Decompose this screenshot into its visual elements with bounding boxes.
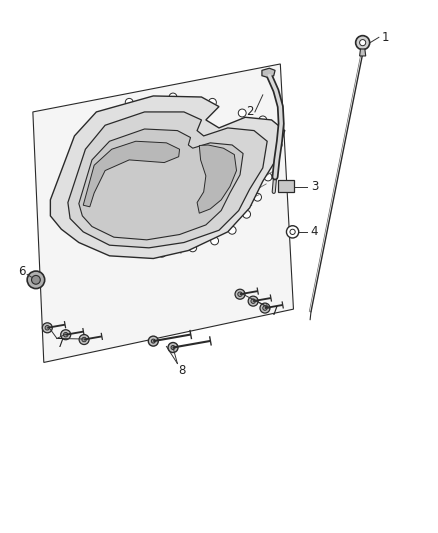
Circle shape [79, 157, 87, 165]
Text: 8: 8 [178, 364, 185, 377]
Circle shape [130, 189, 137, 197]
Text: 3: 3 [311, 180, 318, 193]
Circle shape [356, 36, 370, 50]
Circle shape [151, 339, 155, 343]
Polygon shape [83, 141, 180, 207]
Circle shape [274, 141, 282, 149]
Circle shape [65, 221, 73, 229]
Circle shape [243, 211, 251, 218]
Circle shape [171, 345, 175, 350]
Text: 4: 4 [311, 225, 318, 238]
Circle shape [286, 225, 299, 238]
Polygon shape [79, 129, 243, 240]
Circle shape [64, 333, 68, 337]
Circle shape [76, 232, 84, 239]
Circle shape [360, 39, 366, 46]
Circle shape [238, 292, 242, 296]
Text: 2: 2 [246, 106, 254, 118]
Circle shape [169, 93, 177, 101]
Circle shape [125, 99, 133, 106]
Circle shape [189, 244, 197, 252]
Circle shape [251, 299, 255, 303]
Text: 7: 7 [271, 305, 279, 318]
Circle shape [254, 193, 261, 201]
Polygon shape [68, 112, 267, 248]
Circle shape [284, 183, 290, 189]
Circle shape [42, 323, 52, 333]
Circle shape [61, 330, 71, 340]
Circle shape [235, 289, 245, 299]
Circle shape [270, 157, 278, 165]
Text: 5: 5 [128, 130, 135, 142]
Circle shape [263, 306, 267, 310]
Circle shape [61, 207, 69, 214]
Polygon shape [197, 145, 237, 213]
Circle shape [32, 276, 40, 284]
Circle shape [211, 237, 219, 245]
Circle shape [290, 229, 295, 235]
Circle shape [208, 99, 216, 106]
Circle shape [95, 241, 102, 249]
Polygon shape [360, 49, 366, 56]
Circle shape [27, 271, 45, 288]
Circle shape [248, 296, 258, 306]
Polygon shape [50, 96, 285, 259]
Circle shape [260, 303, 270, 313]
Circle shape [158, 249, 166, 257]
Circle shape [126, 185, 141, 201]
Circle shape [259, 116, 267, 124]
Circle shape [168, 343, 178, 352]
Circle shape [120, 180, 147, 206]
Circle shape [264, 173, 272, 181]
Circle shape [79, 335, 89, 344]
Circle shape [238, 109, 246, 117]
Circle shape [45, 326, 49, 330]
Circle shape [82, 337, 86, 342]
Text: 7: 7 [57, 337, 64, 350]
Polygon shape [33, 64, 293, 362]
Circle shape [125, 248, 133, 255]
Circle shape [268, 127, 276, 134]
Circle shape [148, 336, 158, 346]
Polygon shape [262, 68, 275, 77]
Polygon shape [278, 180, 294, 192]
Circle shape [228, 227, 236, 234]
Text: 1: 1 [381, 31, 389, 44]
Text: 6: 6 [18, 265, 26, 278]
Circle shape [68, 184, 76, 191]
Circle shape [95, 124, 102, 132]
